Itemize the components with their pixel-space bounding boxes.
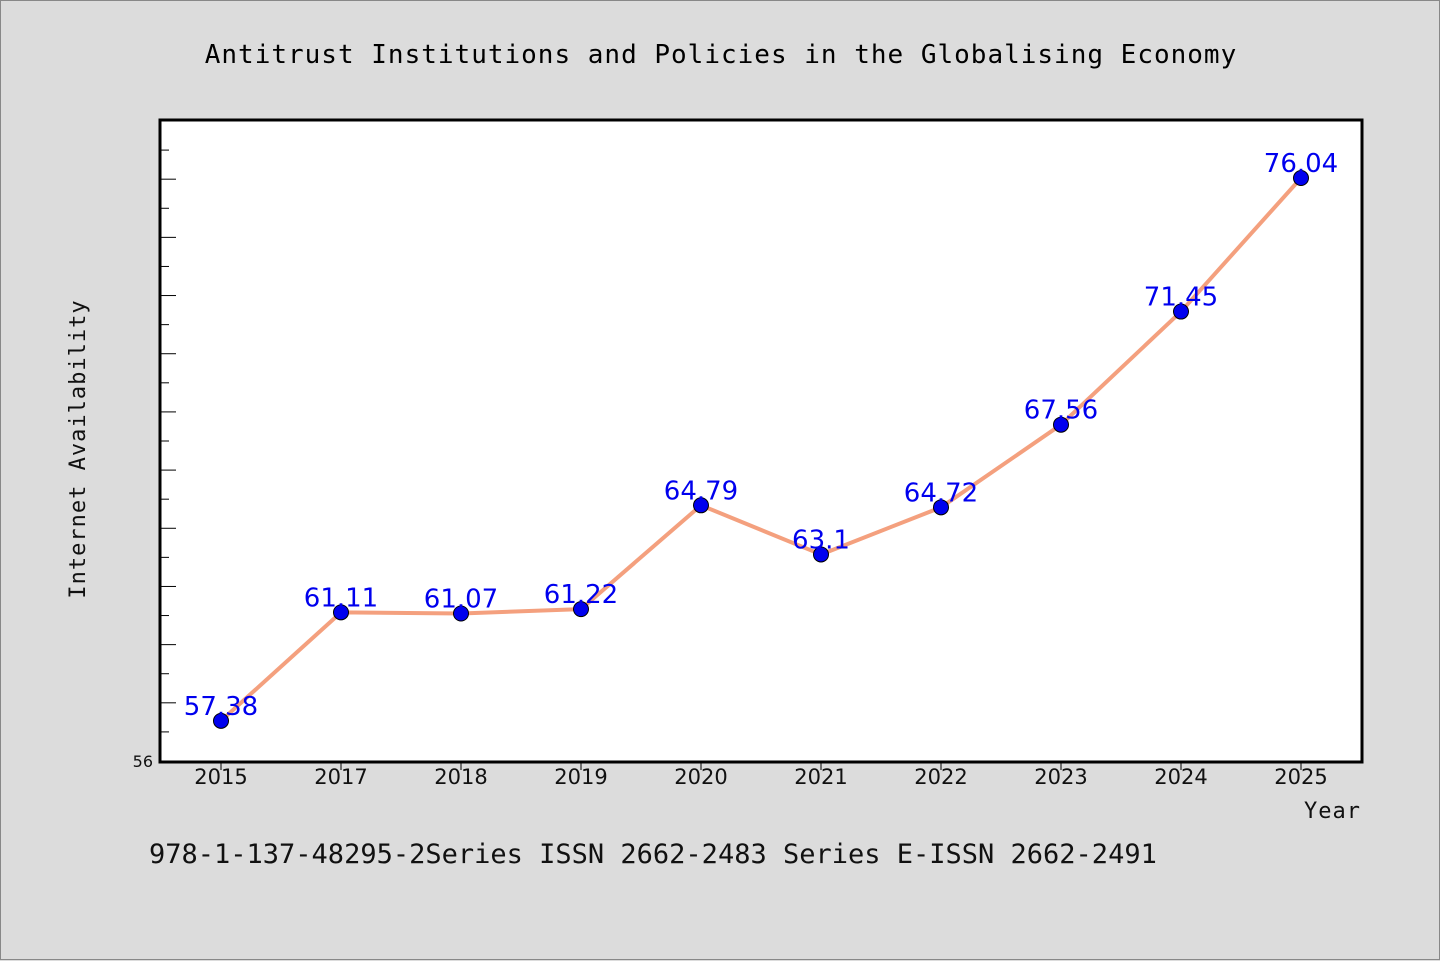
x-tick-label: 2018 bbox=[434, 765, 487, 789]
x-tick-label: 2017 bbox=[314, 765, 367, 789]
data-label: 64.72 bbox=[904, 478, 978, 508]
data-label: 61.07 bbox=[424, 585, 498, 615]
data-point bbox=[1293, 170, 1309, 187]
data-label: 67.56 bbox=[1024, 396, 1098, 426]
plot-area bbox=[158, 118, 1364, 764]
x-tick-label: 2022 bbox=[914, 765, 967, 789]
x-axis-ticks: 2015 2017 2018 2019 2020 2021 2022 2023 2024 2025 bbox=[194, 762, 1328, 789]
data-point bbox=[573, 601, 589, 618]
data-point bbox=[933, 499, 949, 516]
data-point bbox=[333, 604, 349, 621]
x-tick-label: 2015 bbox=[194, 765, 247, 789]
series-line bbox=[219, 176, 1303, 723]
x-tick-label: 2023 bbox=[1034, 765, 1087, 789]
y-axis-label: Internet Availability bbox=[66, 299, 91, 598]
data-point bbox=[453, 605, 469, 622]
data-point bbox=[693, 497, 709, 514]
data-label: 61.22 bbox=[544, 580, 618, 610]
x-tick-label: 2024 bbox=[1154, 765, 1207, 789]
data-labels: 57.38 61.11 61.07 61.22 64.79 63.1 64.72 67.56 7… bbox=[184, 149, 1338, 722]
footer-isbn-issn: 978-1-137-48295-2Series ISSN 2662-2483 S… bbox=[149, 839, 1157, 870]
data-point bbox=[813, 546, 829, 563]
x-tick-label: 2021 bbox=[794, 765, 847, 789]
data-label: 61.11 bbox=[304, 583, 378, 613]
data-label: 71.45 bbox=[1144, 283, 1218, 313]
data-point bbox=[1053, 416, 1069, 433]
data-point bbox=[213, 712, 229, 729]
data-label: 64.79 bbox=[664, 476, 738, 506]
data-label: 63.1 bbox=[792, 525, 850, 555]
y-axis-ticks bbox=[160, 120, 176, 762]
x-tick-label: 2020 bbox=[674, 765, 727, 789]
x-tick-label: 2019 bbox=[554, 765, 607, 789]
series-markers bbox=[213, 170, 1309, 729]
x-tick-label: 2025 bbox=[1274, 765, 1327, 789]
data-point bbox=[1173, 303, 1189, 320]
y-tick-label-min: 56 bbox=[133, 752, 153, 771]
data-label: 57.38 bbox=[184, 692, 258, 722]
chart-title: Antitrust Institutions and Policies in t… bbox=[205, 40, 1238, 70]
x-axis-label: Year bbox=[1304, 799, 1361, 824]
data-label: 76.04 bbox=[1264, 149, 1338, 179]
